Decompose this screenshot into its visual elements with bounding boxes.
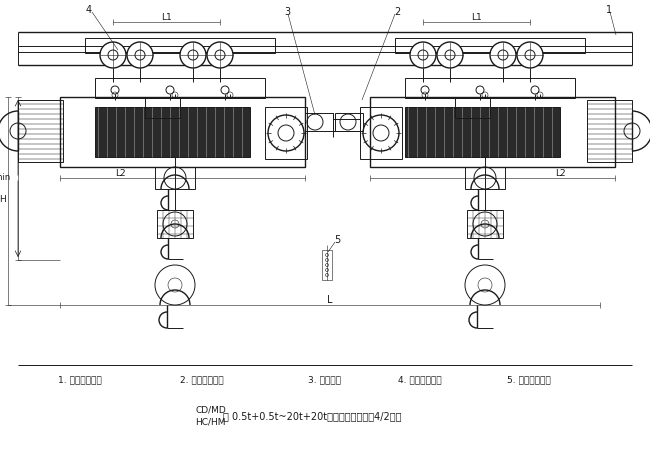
Circle shape [465,265,505,305]
Circle shape [180,42,206,68]
Circle shape [127,42,153,68]
Circle shape [517,42,543,68]
Bar [157,210,193,238]
Bar [95,107,250,157]
Bar [395,38,585,53]
Bar [85,38,275,53]
Bar [405,78,575,98]
Text: L: L [327,295,333,305]
Text: 3: 3 [284,7,290,17]
Bar [587,100,632,162]
Bar [155,167,195,189]
Text: CD/MD: CD/MD [195,405,226,415]
Bar [360,107,402,159]
Bar [95,78,265,98]
Bar [18,100,63,162]
Text: 5. 同步电气控制: 5. 同步电气控制 [507,375,551,385]
Text: L1: L1 [161,13,172,21]
Circle shape [207,42,233,68]
Circle shape [100,42,126,68]
Bar [465,167,505,189]
Bar [467,210,503,238]
Bar [335,113,363,131]
Text: 1: 1 [606,5,612,15]
Text: L2: L2 [114,168,125,178]
Circle shape [437,42,463,68]
Bar [60,97,305,167]
Bar [455,98,490,118]
Text: 1. 正相电动葫芦: 1. 正相电动葫芦 [58,375,102,385]
Circle shape [155,265,195,305]
Text: 5: 5 [334,235,340,245]
Bar [265,107,307,159]
Text: 3. 连接装置: 3. 连接装置 [308,375,341,385]
Text: 4. 反相电动葫芦: 4. 反相电动葫芦 [398,375,441,385]
Bar [322,250,332,280]
Text: HC/HM: HC/HM [195,418,226,426]
Text: Hmin: Hmin [0,173,10,183]
Circle shape [410,42,436,68]
Bar [405,107,560,157]
Text: 2. 同步机减速箱: 2. 同步机减速箱 [180,375,224,385]
Text: L1: L1 [471,13,482,21]
Bar [305,113,333,131]
Text: 2: 2 [394,7,400,17]
Text: 4: 4 [86,5,92,15]
Bar [145,98,180,118]
Bar [370,97,615,167]
Text: H: H [0,196,6,204]
Text: L2: L2 [554,168,565,178]
Circle shape [490,42,516,68]
Text: 型 0.5t+0.5t~20t+20t双钩点电动葫芦（4/2绳）: 型 0.5t+0.5t~20t+20t双钩点电动葫芦（4/2绳） [223,411,402,421]
